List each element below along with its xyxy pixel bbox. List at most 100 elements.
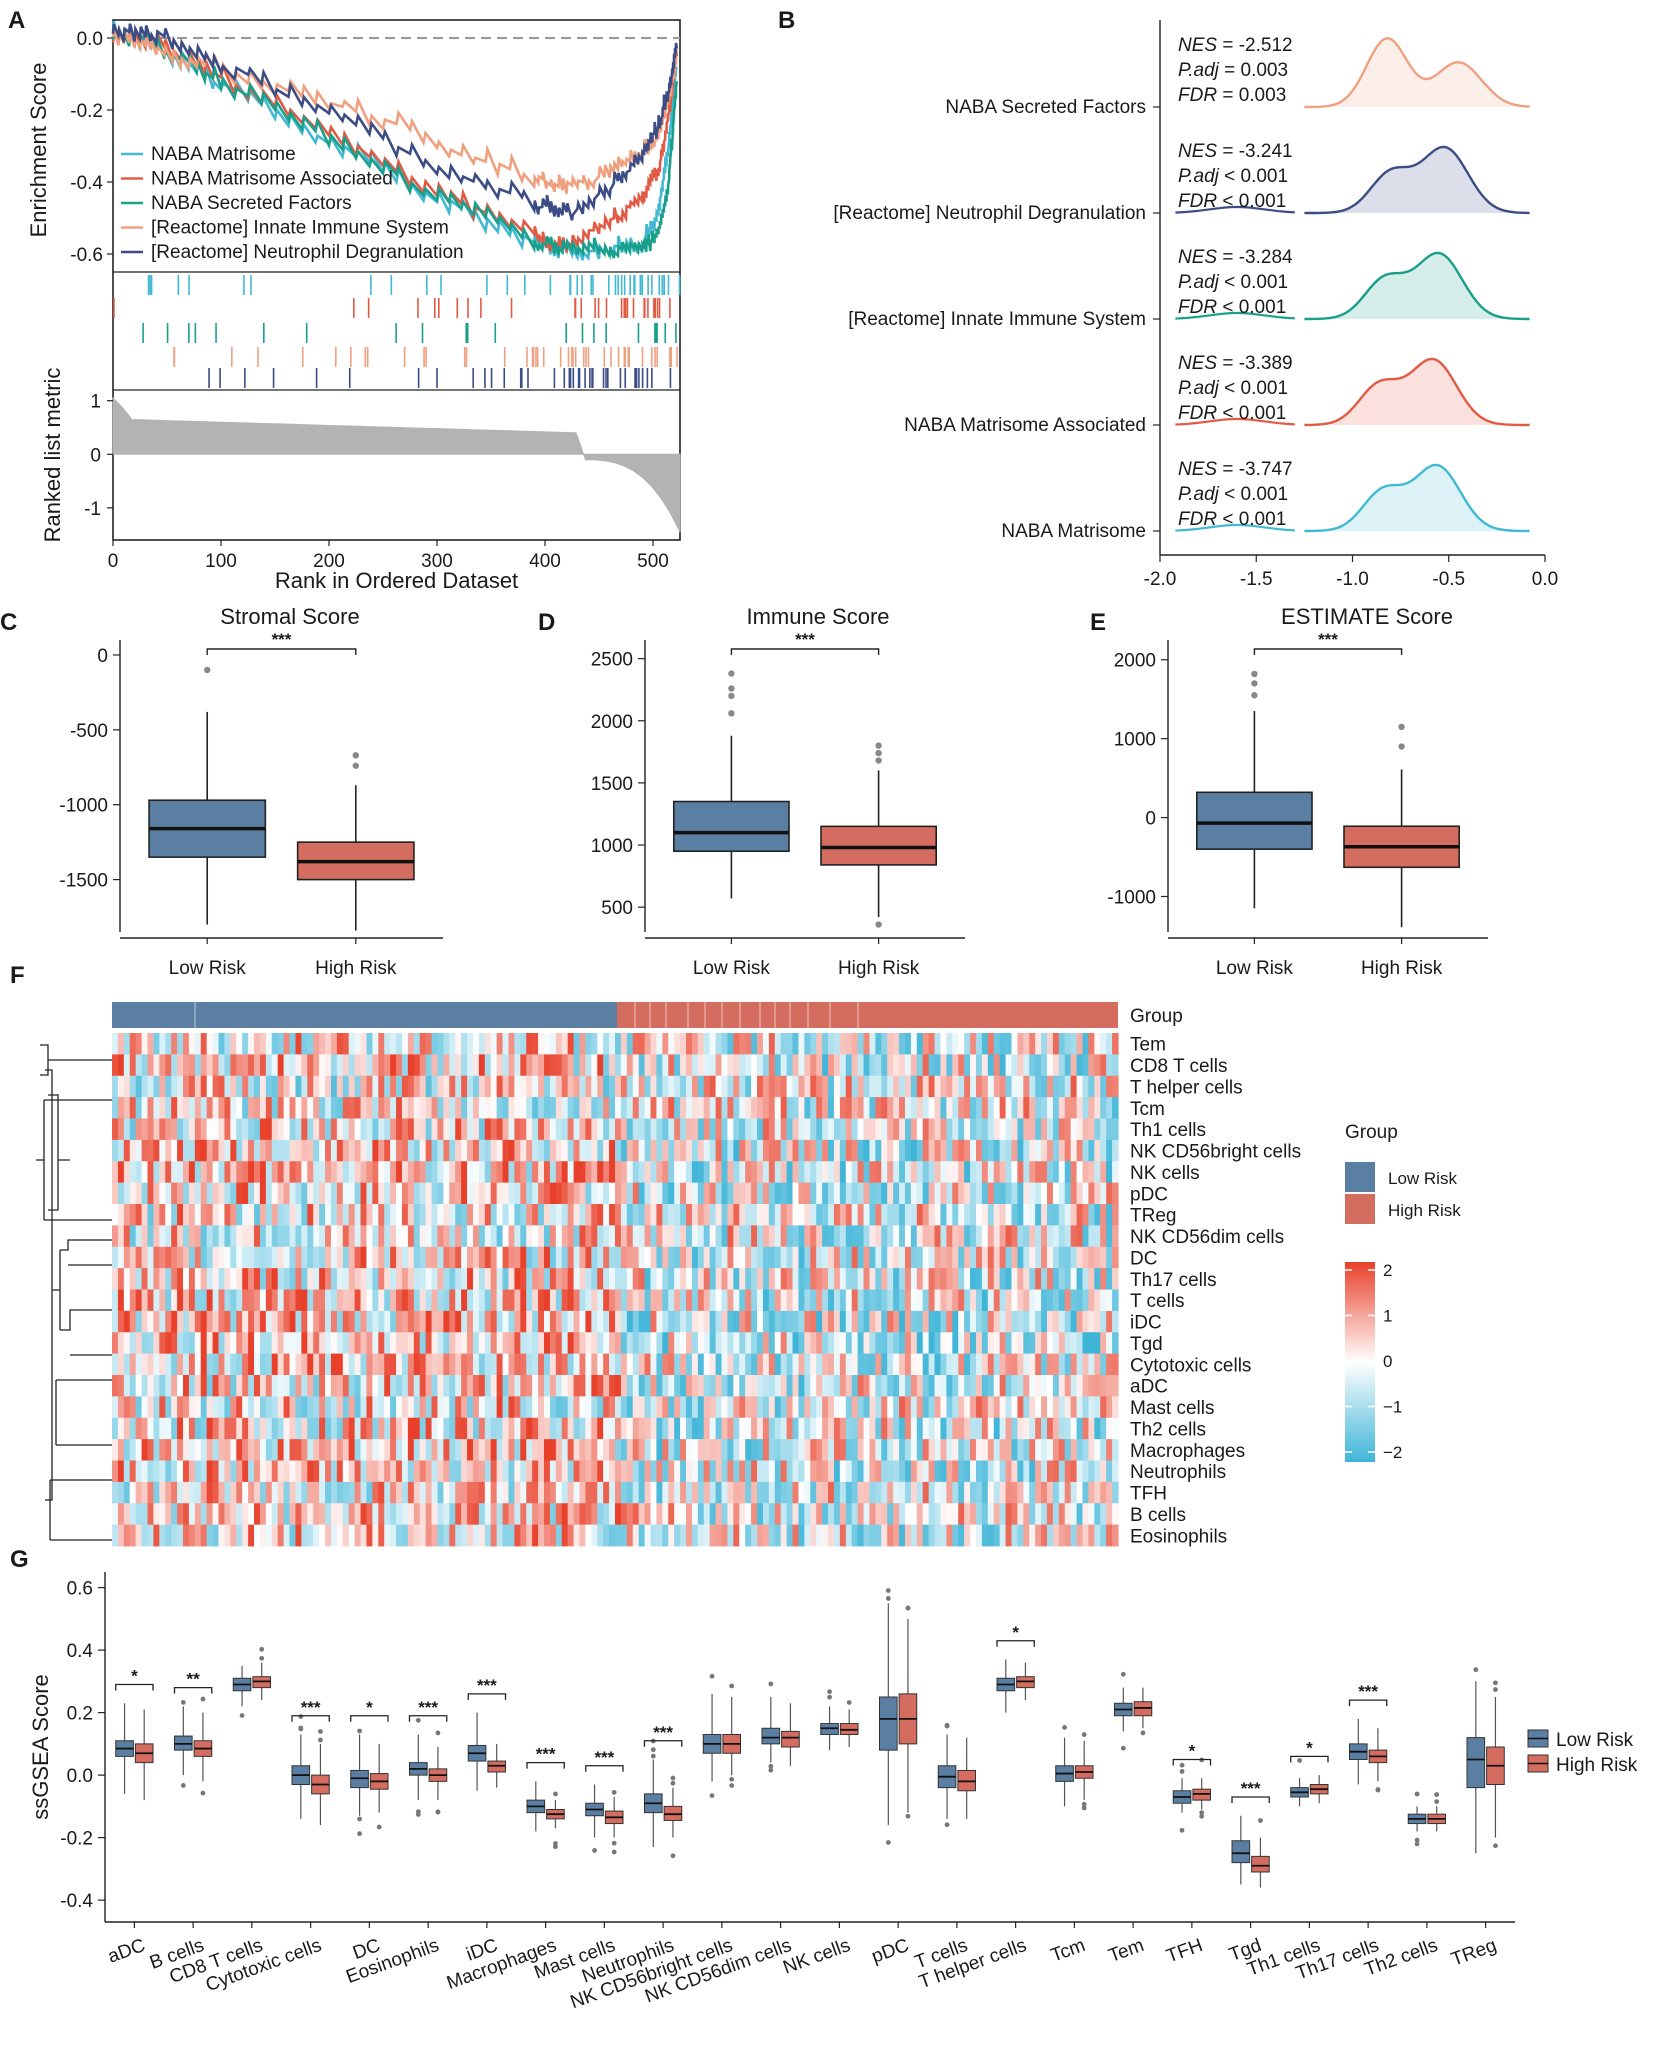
heat-cell <box>620 1396 628 1419</box>
heat-cell <box>194 1246 202 1269</box>
heat-cell <box>1076 1289 1084 1312</box>
heat-cell <box>964 1396 971 1419</box>
heat-cell <box>1094 1075 1101 1098</box>
heat-cell <box>242 1289 249 1312</box>
heat-cell <box>372 1353 379 1376</box>
heat-cell <box>822 1118 829 1141</box>
heat-cell <box>691 1182 699 1205</box>
heat-cell <box>615 1139 622 1162</box>
heat-cell <box>620 1033 628 1055</box>
heat-cell <box>431 1097 439 1119</box>
heat-cell <box>372 1118 379 1141</box>
heat-cell <box>508 1332 515 1355</box>
heat-cell <box>1029 1033 1036 1055</box>
heat-cell <box>401 1075 409 1098</box>
heat-cell <box>313 1097 320 1119</box>
heat-cell <box>1082 1375 1090 1397</box>
heat-cell <box>1100 1033 1107 1055</box>
heat-cell <box>526 1417 533 1440</box>
heat-cell <box>656 1246 663 1269</box>
stat-value: < 0.001 <box>1217 297 1286 318</box>
heat-cell <box>413 1460 421 1483</box>
heat-cell <box>1011 1161 1018 1184</box>
heat-cell <box>904 1439 912 1461</box>
heat-cell <box>526 1503 533 1526</box>
heat-cell <box>443 1396 450 1419</box>
heat-cell <box>739 1396 746 1419</box>
heat-cell <box>242 1481 249 1504</box>
heat-cell <box>899 1481 906 1504</box>
heat-cell <box>183 1353 190 1376</box>
heat-cell <box>212 1075 220 1098</box>
heat-cell <box>899 1075 906 1098</box>
heat-cell <box>668 1075 675 1098</box>
heat-cell <box>514 1524 521 1547</box>
heat-cell <box>567 1161 575 1184</box>
heat-cell <box>603 1225 610 1248</box>
heatmap-row-label: Tcm <box>1130 1099 1165 1120</box>
heat-cell <box>212 1332 220 1355</box>
heat-cell <box>467 1524 474 1547</box>
heat-cell <box>289 1204 297 1226</box>
heat-cell <box>242 1097 249 1119</box>
heat-cell <box>413 1118 421 1141</box>
heat-cell <box>153 1075 160 1098</box>
heat-cell <box>1064 1460 1072 1483</box>
heat-cell <box>248 1289 255 1312</box>
heat-cell <box>372 1439 379 1461</box>
heat-cell <box>579 1054 587 1077</box>
heat-cell <box>378 1439 385 1461</box>
heat-cell <box>502 1353 510 1376</box>
heat-cell <box>171 1182 178 1205</box>
heat-cell <box>496 1439 504 1461</box>
heat-cell <box>916 1225 924 1248</box>
heat-cell <box>839 1118 847 1141</box>
heat-cell <box>609 1481 616 1504</box>
heat-cell <box>1076 1417 1084 1440</box>
heat-cell <box>248 1439 255 1461</box>
heat-cell <box>792 1310 800 1333</box>
heat-cell <box>733 1310 740 1333</box>
heat-cell <box>401 1139 409 1162</box>
heat-cell <box>153 1524 160 1547</box>
heat-cell <box>342 1460 350 1483</box>
x-tick-label: High Risk <box>838 958 920 979</box>
heat-cell <box>1052 1204 1060 1226</box>
heat-cell <box>869 1118 876 1141</box>
heat-cell <box>975 1396 983 1419</box>
heat-cell <box>484 1439 492 1461</box>
heat-cell <box>946 1396 953 1419</box>
heat-cell <box>425 1204 433 1226</box>
heat-cell <box>822 1353 829 1376</box>
heat-cell <box>171 1332 178 1355</box>
heat-cell <box>425 1310 433 1333</box>
heat-cell <box>644 1503 652 1526</box>
heat-cell <box>1017 1353 1024 1376</box>
heat-cell <box>822 1033 829 1055</box>
heat-cell <box>739 1225 746 1248</box>
heat-cell <box>526 1353 533 1376</box>
heat-cell <box>727 1097 734 1119</box>
x-tick-label: 500 <box>637 551 669 572</box>
heat-cell <box>887 1118 894 1141</box>
heat-cell <box>703 1417 711 1440</box>
heat-cell <box>313 1075 320 1098</box>
heat-cell <box>455 1118 462 1141</box>
heat-cell <box>887 1075 894 1098</box>
heat-cell <box>325 1396 332 1419</box>
heat-cell <box>733 1075 740 1098</box>
heat-cell <box>928 1033 936 1055</box>
x-tick-label: TFH <box>1164 1935 1206 1967</box>
heat-cell <box>484 1310 492 1333</box>
heat-cell <box>910 1033 918 1055</box>
ridge-fill <box>1304 358 1530 425</box>
heat-cell <box>147 1075 155 1098</box>
heat-cell <box>313 1182 320 1205</box>
heat-cell <box>987 1524 995 1547</box>
heat-cell <box>1023 1310 1030 1333</box>
heat-cell <box>774 1161 782 1184</box>
heat-cell <box>810 1268 817 1290</box>
box <box>1466 1737 1486 1789</box>
heat-cell <box>863 1375 871 1397</box>
heat-cell <box>579 1268 587 1290</box>
